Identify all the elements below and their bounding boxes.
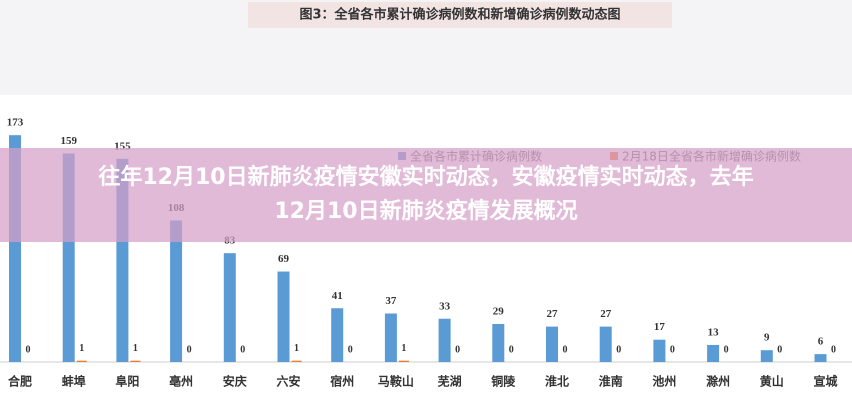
value-label: 41 [332, 290, 343, 302]
value-label: 0 [616, 344, 621, 355]
x-tick-label: 滁州 [706, 374, 730, 389]
value-label: 0 [240, 344, 245, 355]
value-label: 1 [401, 343, 406, 354]
value-label: 0 [26, 344, 31, 355]
value-label: 0 [187, 344, 192, 355]
value-label: 29 [493, 306, 505, 318]
bar [170, 220, 183, 362]
bar [653, 339, 666, 362]
value-label: 0 [348, 344, 353, 355]
bar [331, 308, 344, 362]
banner-text: 往年12月10日新肺炎疫情安徽实时动态，安徽疫情实时动态，去年12月10日新肺炎… [98, 165, 754, 224]
value-label: 0 [831, 344, 836, 355]
value-label: 27 [547, 308, 559, 320]
value-label: 1 [79, 343, 84, 354]
x-tick-label: 宿州 [330, 374, 354, 389]
x-tick-label: 马鞍山 [378, 374, 414, 389]
bar [546, 326, 558, 362]
value-label: 1 [294, 343, 299, 354]
banner: 往年12月10日新肺炎疫情安徽实时动态，安徽疫情实时动态，去年12月10日新肺炎… [0, 148, 852, 242]
value-label: 0 [724, 344, 729, 355]
value-label: 0 [777, 344, 782, 355]
x-tick-label: 六安 [276, 374, 300, 389]
bar [814, 354, 827, 362]
x-tick-label: 合肥 [8, 374, 32, 389]
value-label: 37 [385, 295, 397, 307]
x-tick-label: 亳州 [169, 374, 193, 389]
value-label: 159 [60, 135, 77, 147]
bar [384, 313, 397, 362]
bar [291, 360, 302, 362]
bar [438, 318, 451, 362]
bar [492, 323, 505, 362]
x-tick-label: 芜湖 [438, 374, 462, 389]
bar [398, 360, 409, 362]
bar [760, 350, 773, 362]
value-label: 9 [764, 332, 770, 344]
bar [116, 158, 129, 362]
bar [130, 360, 141, 362]
bar [223, 253, 236, 362]
value-label: 27 [600, 308, 612, 320]
value-label: 13 [708, 326, 720, 338]
value-label: 0 [455, 344, 460, 355]
x-tick-label: 淮北 [545, 374, 569, 389]
value-label: 0 [670, 344, 675, 355]
value-label: 1 [133, 343, 138, 354]
x-tick-label: 池州 [652, 374, 676, 389]
bar [707, 344, 720, 362]
bar [62, 153, 75, 362]
value-label: 0 [509, 344, 514, 355]
title-box [248, 2, 672, 28]
value-label: 33 [439, 300, 451, 312]
value-label: 69 [278, 253, 290, 265]
x-tick-label: 淮南 [599, 374, 623, 389]
x-tick-label: 黄山 [760, 374, 784, 389]
x-tick-label: 阜阳 [115, 374, 139, 389]
value-label: 173 [7, 117, 24, 129]
value-label: 0 [563, 344, 568, 355]
bar [599, 326, 612, 362]
chart-title: 图3：全省各市累计确诊病例数和新增确诊病例数动态图 [299, 7, 620, 23]
bar [277, 271, 290, 362]
bar [76, 360, 87, 362]
x-tick-label: 铜陵 [491, 374, 516, 389]
value-label: 6 [818, 336, 824, 348]
x-tick-label: 宣城 [813, 374, 837, 389]
value-label: 17 [654, 321, 666, 333]
x-tick-label: 蚌埠 [62, 374, 86, 389]
x-tick-label: 安庆 [223, 374, 247, 389]
